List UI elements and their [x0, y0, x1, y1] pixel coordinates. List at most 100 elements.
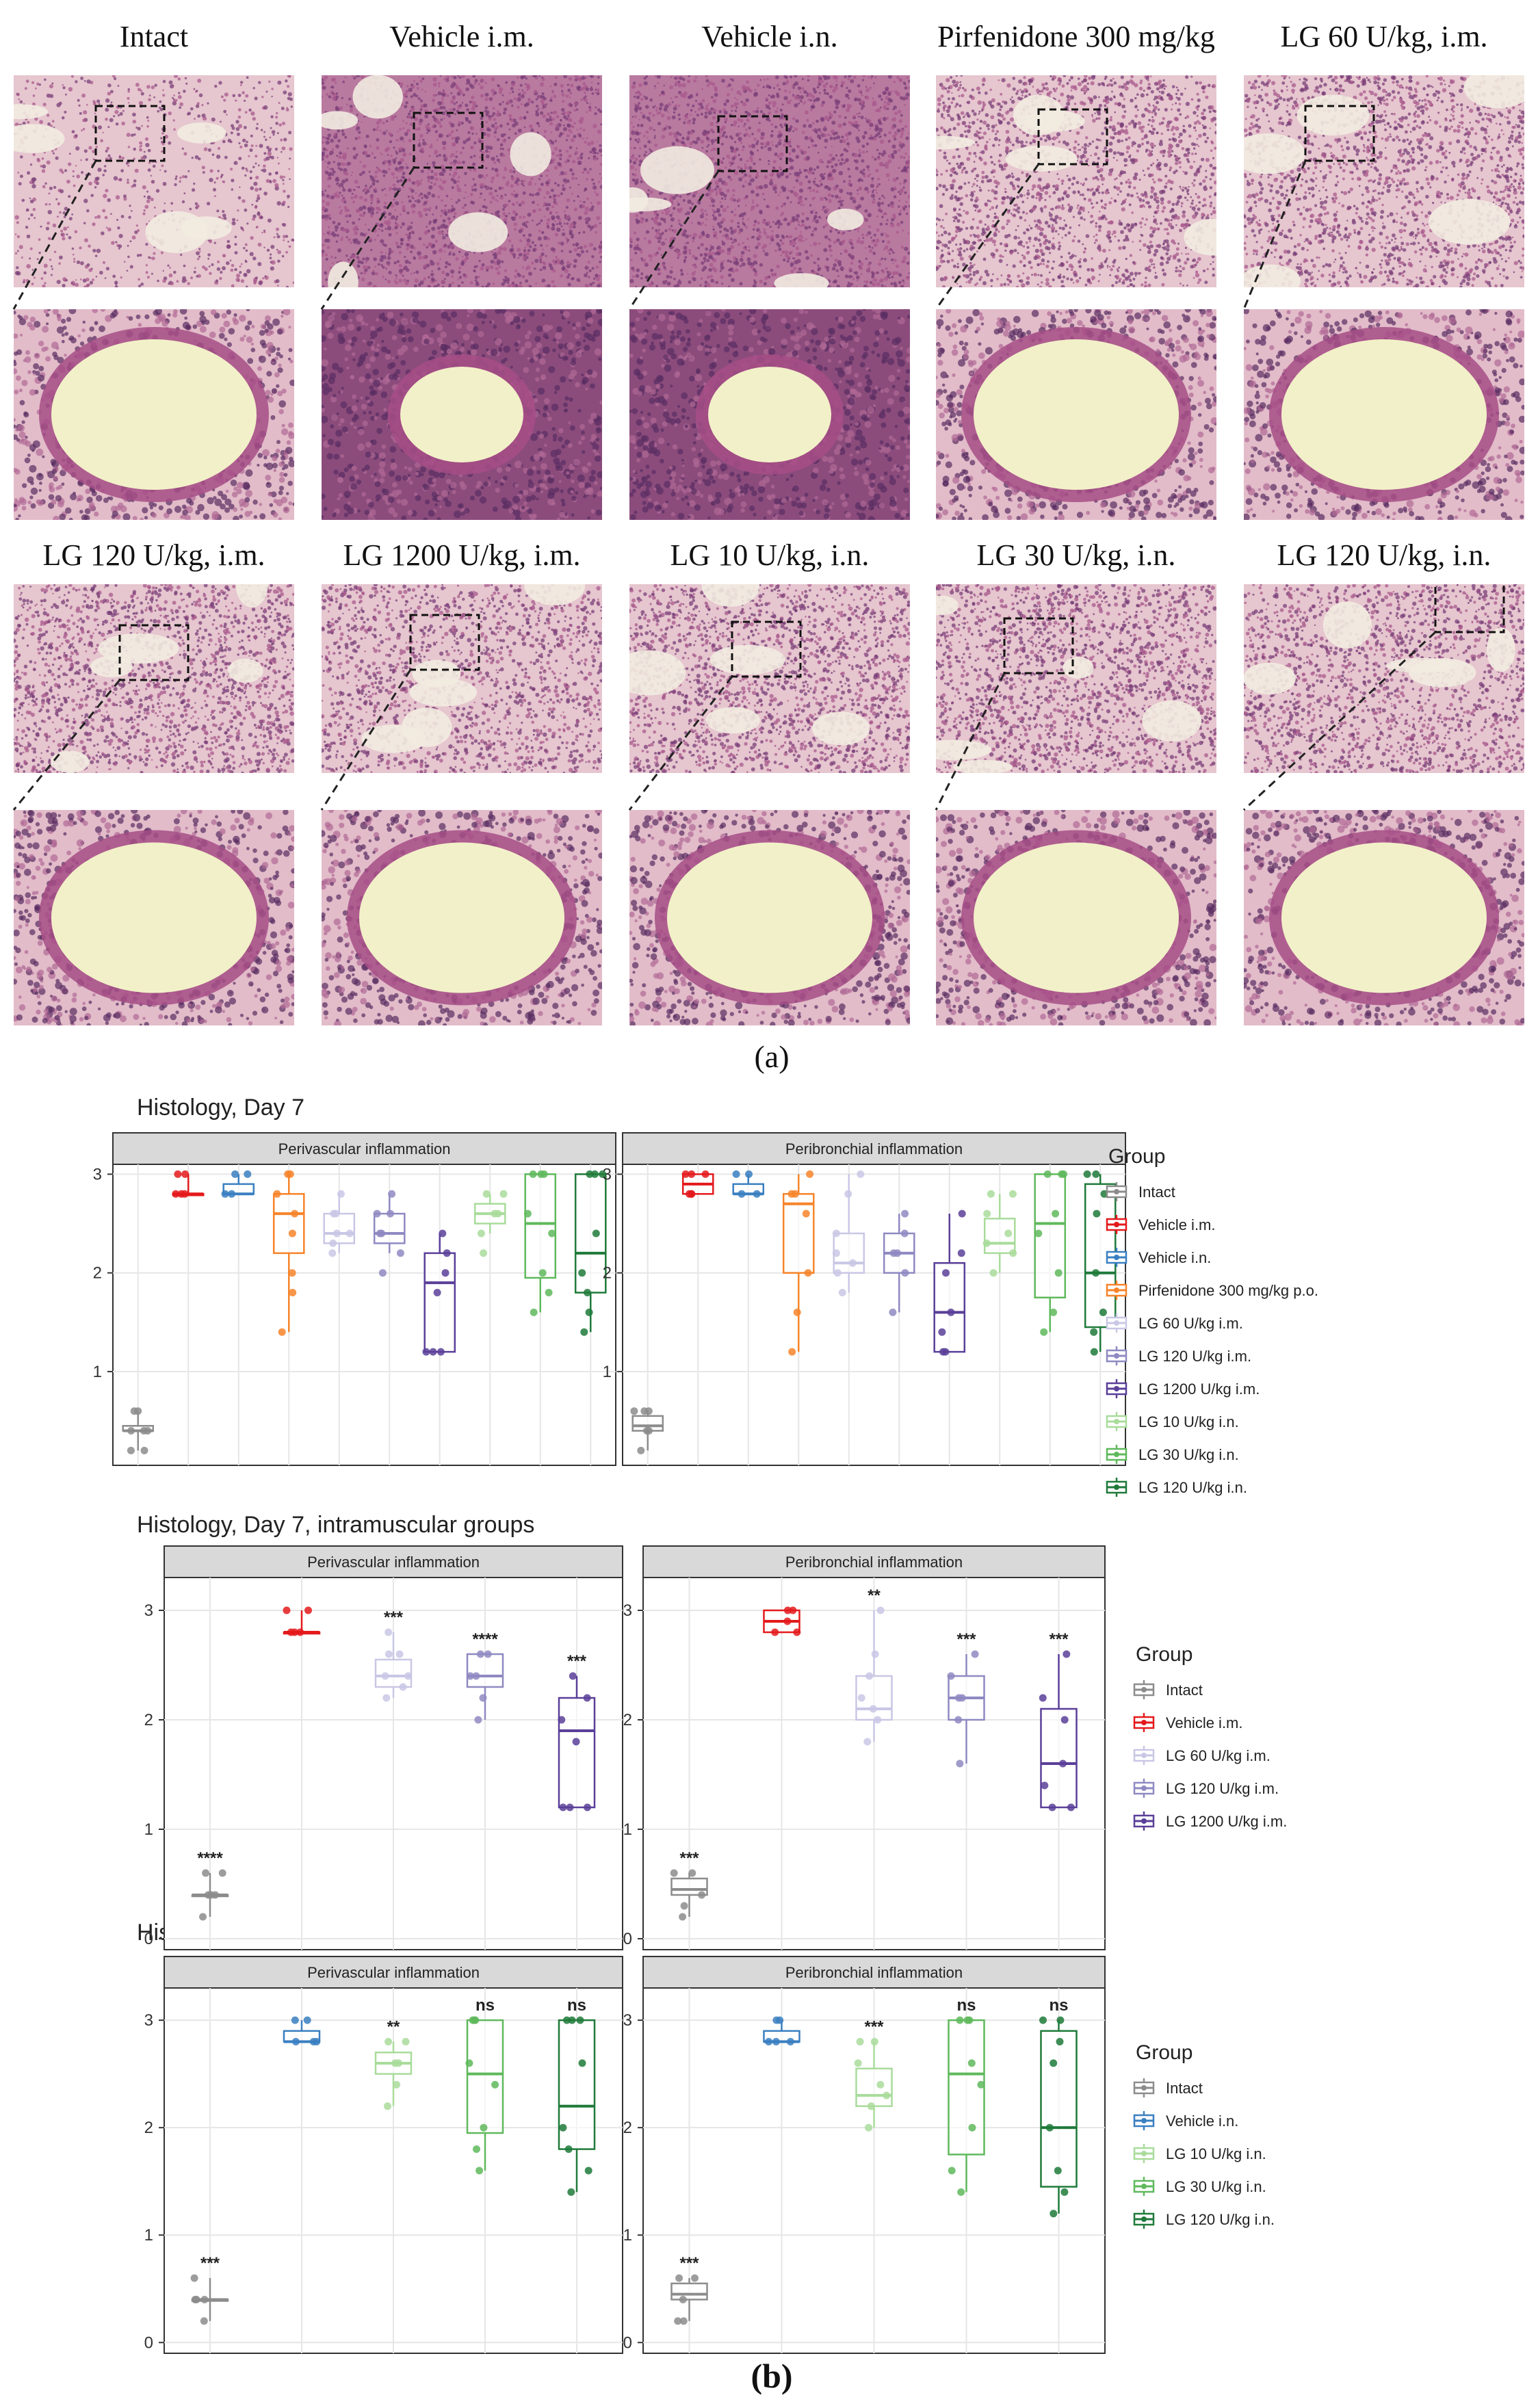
significance-label: *** [956, 1630, 976, 1649]
data-point [1052, 1209, 1060, 1218]
legend-title: Group [1108, 1145, 1165, 1168]
low-magnification-image [322, 584, 602, 773]
data-point [204, 1891, 212, 1899]
legend-key-point [1141, 1818, 1147, 1824]
data-point [947, 1308, 955, 1316]
data-point [1043, 1170, 1052, 1178]
legend-key-point [1141, 2184, 1147, 2189]
legend-key-point [1141, 1785, 1147, 1791]
box-iqr [466, 2019, 504, 2134]
data-point [211, 1891, 219, 1899]
data-point [691, 2274, 699, 2282]
data-point [938, 1328, 946, 1336]
data-point [956, 2016, 964, 2024]
data-point [901, 1269, 909, 1277]
data-point [580, 1328, 588, 1336]
data-point [439, 1229, 447, 1238]
data-point [404, 1672, 413, 1680]
data-point [218, 1869, 226, 1877]
box-iqr [524, 1173, 557, 1279]
data-point [1090, 1348, 1098, 1356]
data-point [291, 2038, 300, 2045]
data-point [578, 1269, 586, 1277]
data-point [871, 1650, 879, 1658]
high-magnification-image [14, 309, 294, 520]
legend-key-point [1114, 1255, 1119, 1260]
data-point [384, 1650, 393, 1658]
facet-strip [642, 1956, 1106, 1989]
data-point [941, 1348, 950, 1356]
data-point [393, 2080, 401, 2089]
legend-key-point [1114, 1353, 1119, 1359]
data-point [599, 1170, 607, 1178]
data-point [793, 1628, 801, 1636]
data-point [199, 1913, 207, 1921]
data-point [1063, 1650, 1071, 1658]
box-iqr [933, 1262, 966, 1353]
data-point [473, 2145, 480, 2154]
data-point [679, 1913, 687, 1921]
legend-key-point [1114, 1419, 1119, 1424]
facet-label: Perivascular inflammation [307, 1964, 480, 1981]
data-point [1092, 1269, 1100, 1277]
data-point [477, 1229, 485, 1238]
y-tick-label: 0 [144, 2333, 153, 2352]
data-point [982, 1239, 991, 1247]
data-point [583, 1694, 591, 1702]
data-point [1048, 1803, 1056, 1811]
data-point [865, 2123, 873, 2132]
y-tick-label: 1 [93, 1363, 102, 1381]
low-magnification-image [936, 584, 1216, 773]
data-point [482, 1190, 491, 1198]
data-point [566, 1803, 574, 1811]
significance-label: *** [679, 2254, 699, 2273]
significance-label: *** [200, 2254, 220, 2273]
data-point [863, 1738, 872, 1746]
data-point [857, 1170, 865, 1178]
zoom-connector-line [935, 163, 1040, 310]
data-point [1050, 2210, 1058, 2218]
data-point [643, 1427, 651, 1435]
data-point [1040, 1328, 1048, 1336]
legend-label: LG 1200 U/kg i.m. [1138, 1380, 1260, 1398]
box-iqr [323, 1212, 356, 1244]
data-point [479, 1694, 487, 1702]
zoom-connector-line [12, 160, 97, 310]
data-point [484, 1650, 492, 1658]
zoom-connector-line [12, 679, 121, 811]
data-point [983, 1209, 991, 1218]
data-point [1059, 1759, 1067, 1768]
legend-label: Intact [1138, 1183, 1175, 1201]
data-point [948, 2167, 956, 2175]
y-tick-label: 2 [623, 2119, 632, 2137]
data-point [679, 2317, 688, 2325]
data-point [1008, 1190, 1017, 1198]
legend-label: Intact [1166, 2080, 1203, 2097]
data-point [674, 2317, 682, 2325]
data-point [1060, 1716, 1069, 1724]
data-point [395, 1650, 404, 1658]
data-point [499, 1190, 508, 1198]
data-point [783, 1617, 792, 1625]
micrograph-title: Pirfenidone 300 mg/kg [937, 19, 1215, 54]
data-point [1093, 1209, 1101, 1218]
data-point [548, 1229, 556, 1238]
data-point [1056, 2038, 1064, 2045]
y-tick-label: 3 [144, 1601, 153, 1620]
data-point [474, 1716, 482, 1724]
data-point [772, 2016, 781, 2024]
data-point [753, 1190, 761, 1198]
data-point [1050, 1308, 1058, 1316]
data-point [384, 2102, 391, 2110]
data-point [303, 2016, 311, 2024]
data-point [732, 1170, 740, 1178]
data-point [968, 2123, 976, 2132]
data-point [856, 2038, 864, 2045]
data-point [1083, 1170, 1091, 1178]
data-point [1041, 1781, 1049, 1790]
data-point [965, 2016, 974, 2024]
data-point [288, 1229, 296, 1238]
data-point [436, 1348, 445, 1356]
data-point [567, 2188, 575, 2196]
data-point [291, 1209, 299, 1218]
